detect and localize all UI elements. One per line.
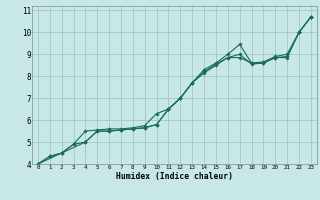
- X-axis label: Humidex (Indice chaleur): Humidex (Indice chaleur): [116, 172, 233, 181]
